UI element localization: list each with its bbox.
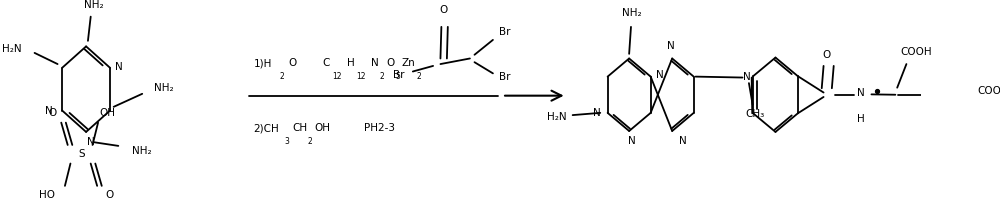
Text: O: O	[386, 58, 394, 68]
Text: 3: 3	[284, 137, 289, 146]
Text: S: S	[78, 149, 85, 159]
Text: OH: OH	[314, 123, 330, 133]
Text: N: N	[628, 136, 636, 146]
Text: OH: OH	[99, 108, 115, 118]
Text: 2: 2	[417, 72, 421, 81]
Text: COOH: COOH	[900, 47, 932, 57]
Text: 2: 2	[380, 72, 384, 81]
Text: 2: 2	[308, 137, 313, 146]
Text: N: N	[679, 136, 687, 146]
Text: 2)CH: 2)CH	[254, 123, 279, 133]
Text: COOH: COOH	[977, 86, 1000, 96]
Text: N: N	[857, 88, 865, 98]
Text: N: N	[87, 137, 95, 147]
Text: Zn: Zn	[402, 58, 416, 68]
Text: N: N	[743, 72, 751, 82]
Text: Br: Br	[393, 70, 405, 80]
Text: H₂N: H₂N	[547, 112, 567, 122]
Text: O: O	[289, 58, 297, 68]
Text: Br: Br	[499, 27, 511, 37]
Text: 5: 5	[395, 72, 400, 81]
Text: N: N	[593, 108, 600, 118]
Text: N: N	[115, 62, 123, 72]
Text: NH₂: NH₂	[622, 8, 642, 18]
Text: H: H	[347, 58, 354, 68]
Text: CH: CH	[292, 123, 307, 133]
Text: 12: 12	[332, 72, 341, 81]
Text: NH₂: NH₂	[132, 145, 151, 156]
Text: H: H	[857, 114, 865, 124]
Text: N: N	[371, 58, 378, 68]
Text: O: O	[822, 50, 830, 60]
Text: O: O	[439, 5, 447, 15]
Text: C: C	[323, 58, 330, 68]
Text: 12: 12	[356, 72, 365, 81]
Text: NH₂: NH₂	[154, 83, 173, 93]
Text: 2: 2	[279, 72, 284, 81]
Text: PH2-3: PH2-3	[364, 123, 395, 133]
Text: Br: Br	[499, 72, 511, 82]
Text: HO: HO	[39, 190, 55, 199]
Text: 1)H: 1)H	[254, 58, 272, 68]
Text: N: N	[45, 105, 53, 116]
Text: N: N	[667, 41, 675, 51]
Text: O: O	[48, 108, 56, 118]
Text: O: O	[105, 190, 113, 199]
Text: N: N	[656, 70, 664, 80]
Text: H₂N: H₂N	[2, 44, 21, 54]
Text: CH₃: CH₃	[746, 109, 765, 119]
Text: NH₂: NH₂	[84, 0, 103, 11]
